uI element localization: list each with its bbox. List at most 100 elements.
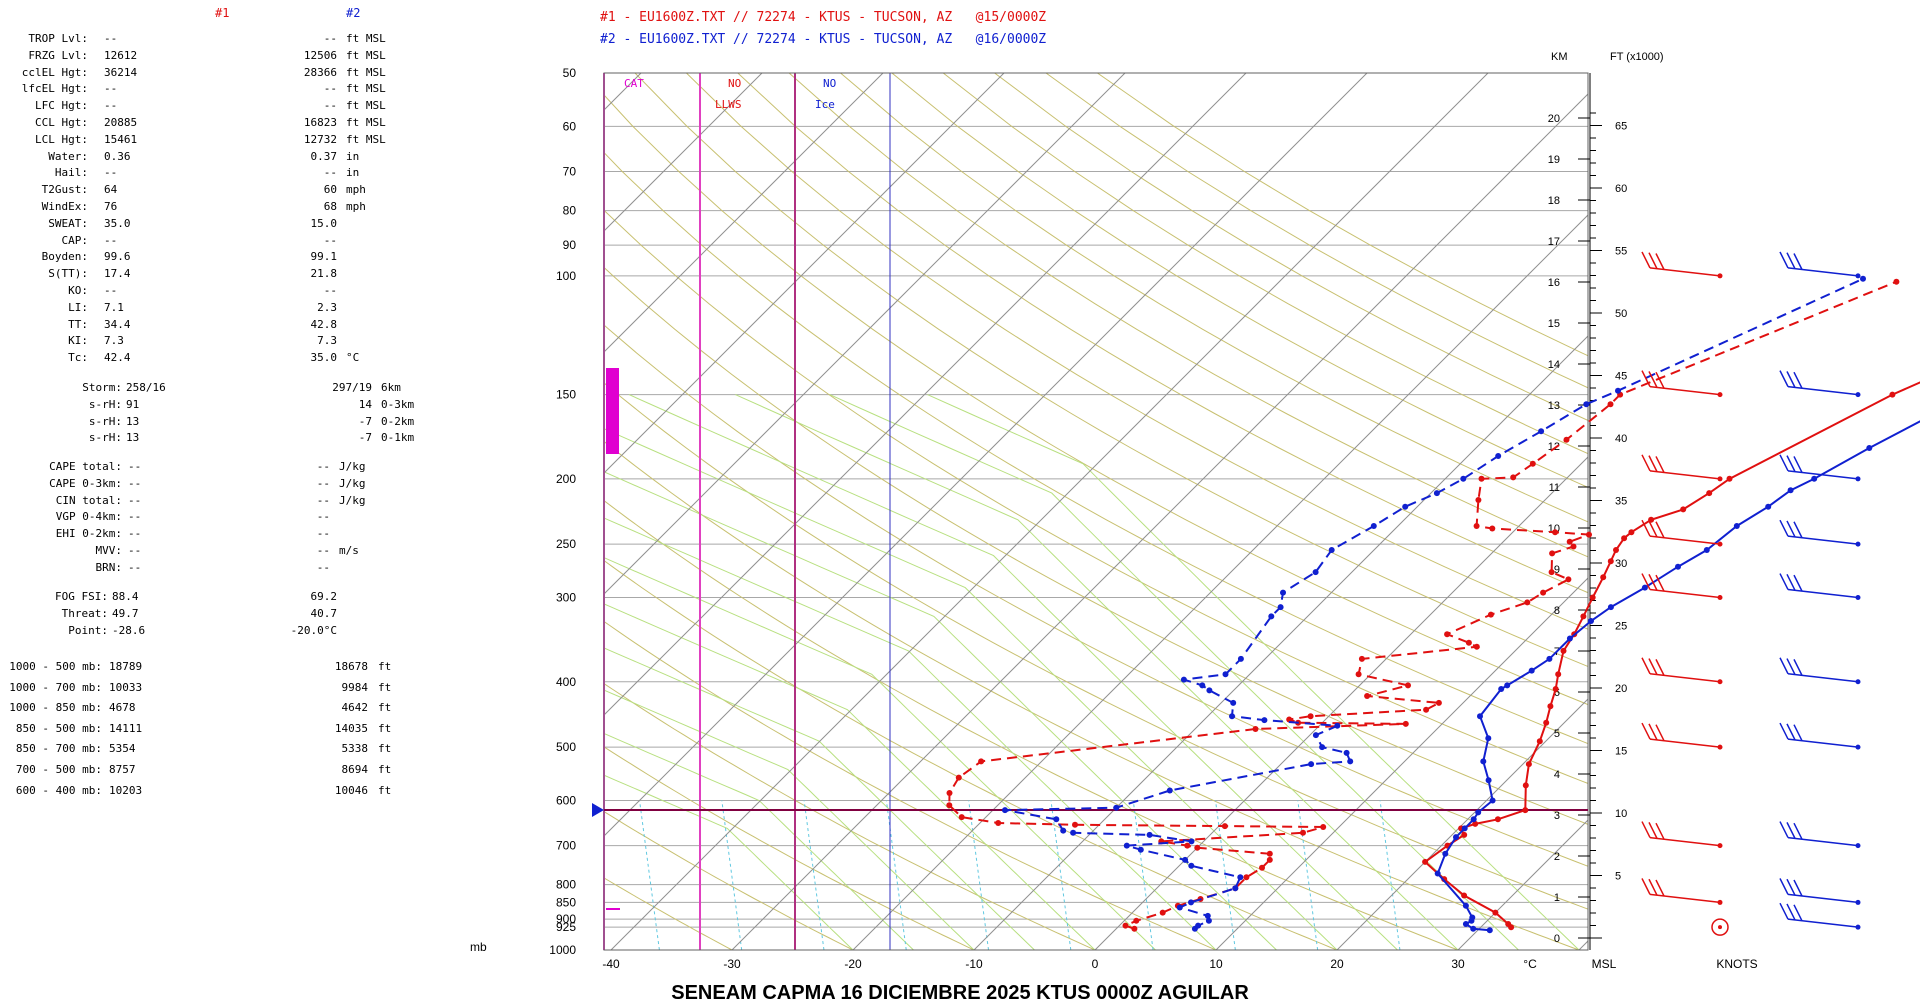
- profile-point: [1436, 700, 1442, 706]
- profile-point: [1160, 910, 1166, 916]
- profile-point: [1470, 926, 1476, 932]
- wind-barb-feather: [1794, 880, 1802, 896]
- profile-point: [1123, 923, 1129, 929]
- profile-point: [1615, 388, 1621, 394]
- pressure-label: 600: [556, 793, 576, 807]
- km-tick-label: 12: [1548, 441, 1560, 453]
- profile-point: [1488, 612, 1494, 618]
- profile-point: [1278, 604, 1284, 610]
- wind-barb-feather: [1642, 723, 1650, 739]
- moist-adiabat: [28, 395, 1035, 950]
- km-tick-label: 13: [1548, 400, 1560, 412]
- profile-point: [1487, 927, 1493, 933]
- wind-barb-feather: [1794, 575, 1802, 591]
- pressure-label: 50: [563, 66, 577, 80]
- temperature-tick: 10: [1209, 957, 1223, 971]
- dry-adiabat: [70, 73, 1095, 950]
- profile-point: [1561, 648, 1567, 654]
- km-tick-label: 15: [1548, 318, 1560, 330]
- km-tick-label: 19: [1548, 154, 1560, 166]
- isotherm: [6, 73, 883, 950]
- profile-point: [1546, 656, 1552, 662]
- wind-barb-feather: [1794, 522, 1802, 538]
- profile-dewpoint-2: [1005, 279, 1863, 929]
- isotherm: [248, 73, 1125, 950]
- wind-barb-feather: [1780, 903, 1788, 919]
- profile-point: [1538, 428, 1544, 434]
- moist-adiabat: [129, 395, 1095, 950]
- pressure-label: 60: [563, 119, 577, 133]
- calm-wind-dot: [1718, 925, 1722, 929]
- profile-point: [1860, 276, 1866, 282]
- profile-point: [1727, 476, 1733, 482]
- pressure-label: 400: [556, 675, 576, 689]
- profile-point: [1364, 693, 1370, 699]
- profile-point: [978, 758, 984, 764]
- dry-adiabat: [224, 73, 1458, 950]
- profile-point: [1474, 523, 1480, 529]
- wind-barb-shaft: [1788, 387, 1858, 395]
- wind-barb-feather: [1656, 522, 1664, 538]
- profile-point: [1347, 758, 1353, 764]
- profile-point: [1608, 604, 1614, 610]
- profile-point: [1475, 497, 1481, 503]
- profile-point: [1492, 910, 1498, 916]
- ft-tick-label: 50: [1615, 308, 1627, 320]
- profile-point: [1329, 547, 1335, 553]
- temperature-tick: -10: [965, 957, 983, 971]
- km-tick-label: 14: [1548, 359, 1560, 371]
- profile-point: [1529, 668, 1535, 674]
- pressure-label: 70: [563, 165, 577, 179]
- profile-point: [1053, 816, 1059, 822]
- profile-point: [1555, 671, 1561, 677]
- profile-point: [1205, 913, 1211, 919]
- profile-point: [1206, 687, 1212, 693]
- isotherm: [1458, 73, 1920, 950]
- pressure-label: 500: [556, 740, 576, 754]
- profile-point: [1553, 686, 1559, 692]
- wind-barb-shaft: [1788, 268, 1858, 276]
- wind-barb-feather: [1787, 822, 1795, 838]
- profile-point: [1463, 921, 1469, 927]
- profile-point: [1313, 732, 1319, 738]
- profile-point: [1642, 585, 1648, 591]
- ice-label: Ice: [815, 98, 835, 111]
- profile-point: [1243, 874, 1249, 880]
- profile-point: [1268, 613, 1274, 619]
- wind-barb-feather: [1794, 254, 1802, 270]
- profile-point: [1422, 859, 1428, 865]
- wind-barb-feather: [1642, 878, 1650, 894]
- profile-point: [1267, 857, 1273, 863]
- profile-point: [1471, 816, 1477, 822]
- profile-point: [1495, 453, 1501, 459]
- profile-point: [1490, 798, 1496, 804]
- km-tick-label: 16: [1548, 277, 1560, 289]
- profile-point: [1540, 590, 1546, 596]
- pressure-label: 1000: [549, 943, 576, 957]
- profile-point: [1222, 823, 1228, 829]
- wind-barb-feather: [1780, 252, 1788, 268]
- dry-adiabat: [0, 73, 853, 950]
- km-tick-label: 20: [1548, 113, 1560, 125]
- profile-point: [1223, 671, 1229, 677]
- wind-barb-shaft: [1650, 536, 1720, 544]
- profile-point: [1308, 713, 1314, 719]
- profile-point: [1549, 569, 1555, 575]
- wind-barb-feather: [1794, 659, 1802, 675]
- pressure-label: 800: [556, 878, 576, 892]
- profile-point: [1537, 738, 1543, 744]
- cat-bar: [606, 368, 619, 454]
- wind-barb-shaft: [1788, 590, 1858, 598]
- pressure-label: 90: [563, 238, 577, 252]
- profile-point: [1734, 523, 1740, 529]
- ft-tick-label: 55: [1615, 246, 1627, 258]
- profile-point: [1113, 805, 1119, 811]
- profile-point: [995, 820, 1001, 826]
- isotherm: [1337, 73, 1920, 950]
- wind-barb-feather: [1649, 253, 1657, 269]
- isotherm: [369, 73, 1246, 950]
- profile-point: [1199, 682, 1205, 688]
- dry-adiabat: [943, 73, 1920, 950]
- profile-point: [1230, 700, 1236, 706]
- km-tick-label: 4: [1554, 769, 1560, 781]
